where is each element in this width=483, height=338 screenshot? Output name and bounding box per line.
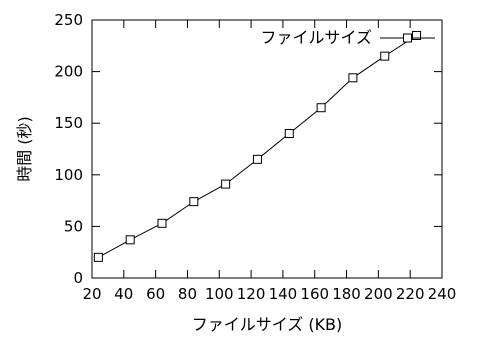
x-tick-label: 120 (237, 285, 266, 303)
x-tick-label: 20 (82, 285, 101, 303)
x-tick-label: 160 (300, 285, 329, 303)
y-tick-label: 0 (73, 269, 83, 287)
data-point (125, 235, 135, 245)
legend-label: ファイルサイズ (260, 28, 372, 47)
data-point (252, 154, 262, 164)
legend-marker (403, 33, 412, 43)
plot-frame (91, 19, 443, 279)
x-tick-label: 200 (364, 285, 393, 303)
x-tick-label: 140 (269, 285, 298, 303)
x-tick-label: 240 (428, 285, 457, 303)
data-point (412, 30, 422, 40)
legend: ファイルサイズ (260, 28, 435, 47)
x-tick-label: 40 (114, 285, 133, 303)
data-point (157, 218, 167, 228)
data-point (221, 179, 231, 189)
data-point (348, 73, 358, 83)
data-point (93, 252, 103, 262)
series-layer (93, 30, 422, 262)
data-point (316, 103, 326, 113)
y-tick-label: 150 (54, 114, 83, 132)
x-tick-label: 180 (332, 285, 361, 303)
series-line (98, 35, 417, 258)
x-tick-label: 100 (205, 285, 234, 303)
y-tick-label: 100 (54, 166, 83, 184)
y-tick-label: 200 (54, 63, 83, 81)
y-tick-label: 50 (64, 217, 83, 235)
x-tick-label: 220 (396, 285, 425, 303)
data-point (189, 197, 199, 207)
x-tick-label: 80 (178, 285, 197, 303)
data-point (380, 51, 390, 61)
ticks-layer: 20 40 60 80 100 120 140 160 180 200 220 24005010015… (54, 11, 456, 303)
y-tick-label: 250 (54, 11, 83, 29)
y-axis-title: 時間 (秒) (15, 116, 34, 182)
x-axis-title: ファイルサイズ (KB) (192, 315, 343, 334)
x-tick-label: 60 (146, 285, 165, 303)
data-point (284, 129, 294, 139)
